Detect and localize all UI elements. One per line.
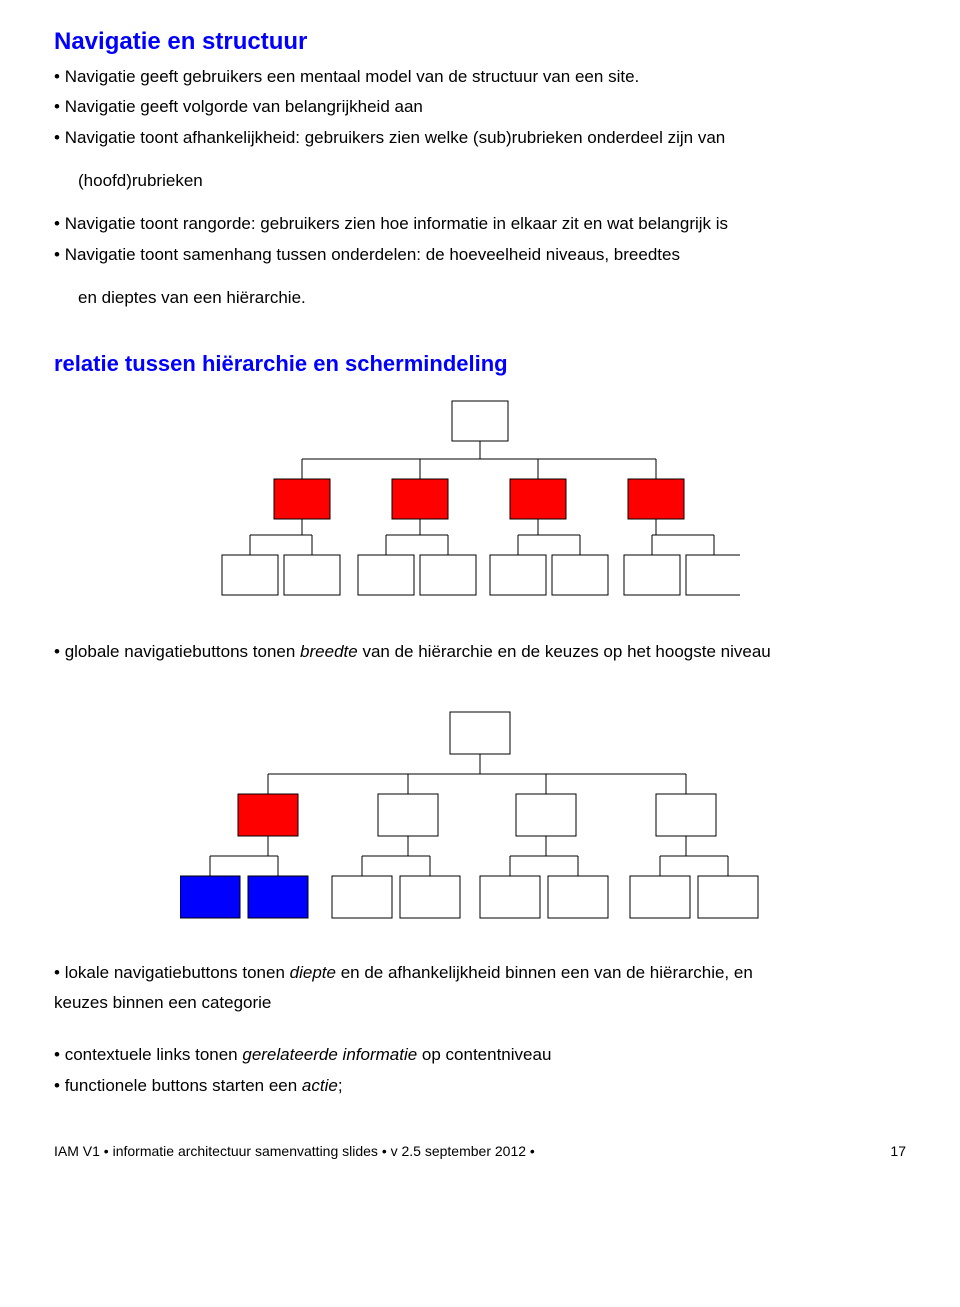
tree-node [274, 479, 330, 519]
text-emphasis: actie [302, 1076, 338, 1095]
tree-node [452, 401, 508, 441]
page-footer: IAM V1 • informatie architectuur samenva… [54, 1143, 906, 1159]
text: op contentniveau [417, 1045, 551, 1064]
tree-node [480, 876, 540, 918]
tree-node [656, 794, 716, 836]
list-item: Navigatie geeft gebruikers een mentaal m… [54, 64, 906, 90]
tree-node [510, 479, 566, 519]
tree-node [552, 555, 608, 595]
text: globale navigatiebuttons tonen [65, 642, 300, 661]
tree-node [332, 876, 392, 918]
text: lokale navigatiebuttons tonen [65, 963, 290, 982]
tree-node [392, 479, 448, 519]
list-item: lokale navigatiebuttons tonen diepte en … [54, 960, 906, 986]
tree-diagram-svg [180, 706, 780, 936]
page-number: 17 [890, 1143, 906, 1159]
text-emphasis: breedte [300, 642, 358, 661]
list-item: Navigatie toont rangorde: gebruikers zie… [54, 211, 906, 237]
list-item-continuation: (hoofd)rubrieken [78, 168, 906, 194]
list-item: contextuele links tonen gerelateerde inf… [54, 1042, 906, 1068]
tree-node [248, 876, 308, 918]
list-item: functionele buttons starten een actie; [54, 1073, 906, 1099]
tree-node [686, 555, 740, 595]
tree-node [238, 794, 298, 836]
text: ; [338, 1076, 343, 1095]
list-item-continuation: en dieptes van een hiërarchie. [78, 285, 906, 311]
tree-node [180, 876, 240, 918]
section-heading: relatie tussen hiërarchie en schermindel… [54, 351, 906, 377]
tree-node [284, 555, 340, 595]
tree-node [624, 555, 680, 595]
tree-node [548, 876, 608, 918]
tree-node [222, 555, 278, 595]
list-item: Navigatie geeft volgorde van belangrijkh… [54, 94, 906, 120]
tree-node [358, 555, 414, 595]
list-item: Navigatie toont samenhang tussen onderde… [54, 242, 906, 268]
page-heading: Navigatie en structuur [54, 28, 906, 56]
tree-node [698, 876, 758, 918]
tree-diagram-svg [220, 395, 740, 615]
footer-text: IAM V1 • informatie architectuur samenva… [54, 1143, 535, 1159]
text-emphasis: diepte [290, 963, 336, 982]
list-item: globale navigatiebuttons tonen breedte v… [54, 639, 906, 665]
text: van de hiërarchie en de keuzes op het ho… [358, 642, 771, 661]
tree-node [378, 794, 438, 836]
text-emphasis: gerelateerde informatie [242, 1045, 417, 1064]
tree-node [630, 876, 690, 918]
tree-node [450, 712, 510, 754]
tree-node [628, 479, 684, 519]
text: contextuele links tonen [65, 1045, 243, 1064]
list-item-continuation: keuzes binnen een categorie [54, 990, 906, 1016]
text: en de afhankelijkheid binnen een van de … [336, 963, 753, 982]
bullet-list-1: Navigatie geeft gebruikers een mentaal m… [54, 64, 906, 311]
tree-node [516, 794, 576, 836]
tree-node [400, 876, 460, 918]
hierarchy-diagram-2 [54, 706, 906, 936]
tree-node [420, 555, 476, 595]
tree-node [490, 555, 546, 595]
list-item: Navigatie toont afhankelijkheid: gebruik… [54, 125, 906, 151]
hierarchy-diagram-1 [54, 395, 906, 615]
text: functionele buttons starten een [65, 1076, 302, 1095]
